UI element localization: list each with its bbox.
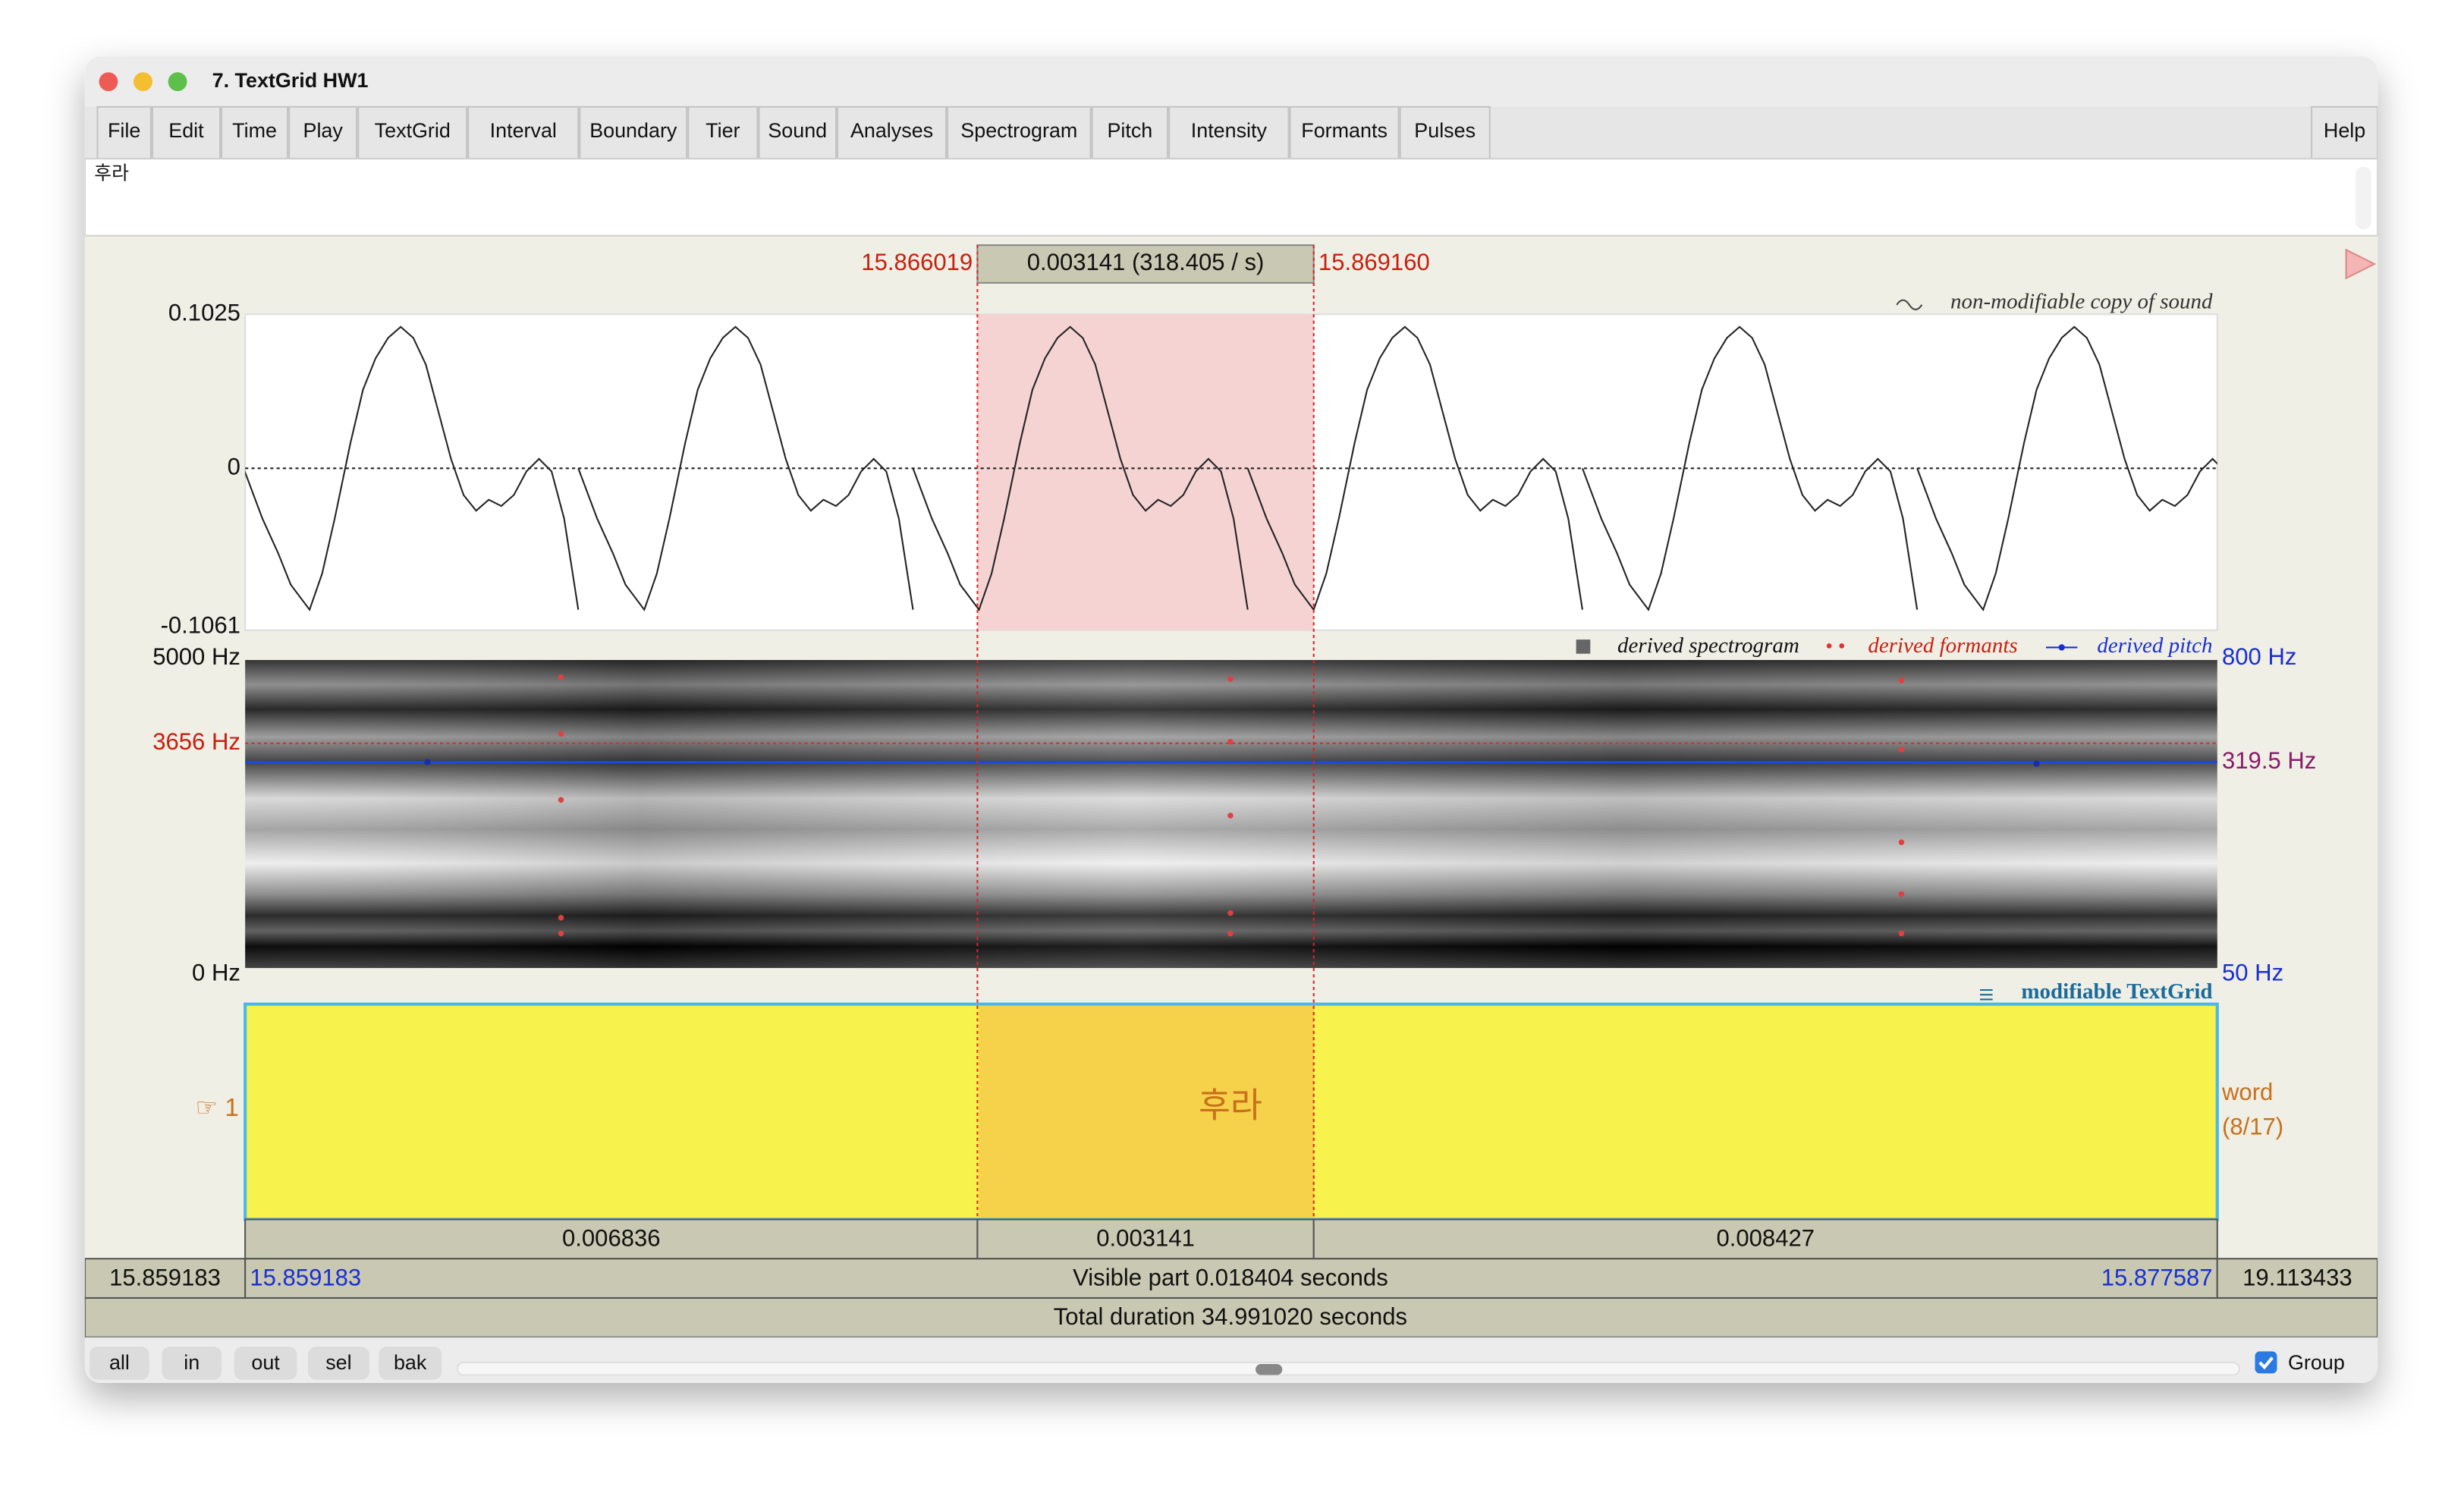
zoom-button[interactable]: [379, 1347, 442, 1380]
legend-spectrogram-icon: [1576, 640, 1591, 654]
zoom-button[interactable]: [168, 72, 187, 92]
pitch-point: [424, 759, 431, 765]
zoom-button[interactable]: [308, 1347, 369, 1380]
zoom-button-label[interactable]: sel: [325, 1351, 351, 1374]
scrollbar-thumb[interactable]: [1256, 1364, 1283, 1375]
menu-item[interactable]: [96, 105, 152, 160]
menu-item[interactable]: [837, 105, 948, 160]
menu-label[interactable]: Help: [2324, 119, 2365, 142]
tier-number[interactable]: ☞ 1: [196, 1094, 239, 1122]
window-title: 7. TextGrid HW1: [212, 69, 369, 92]
checkmark: [2258, 1356, 2274, 1370]
selection-end: 15.869160: [1318, 249, 1430, 275]
menu-label[interactable]: Sound: [768, 119, 827, 142]
zoom-button[interactable]: [234, 1347, 297, 1380]
total-duration[interactable]: Total duration 34.991020 seconds: [1054, 1303, 1407, 1330]
sound-ymax: 0.1025: [168, 299, 240, 325]
interval-text: 후라: [1199, 1086, 1262, 1124]
interval-duration: 0.006836: [562, 1225, 661, 1252]
interval-duration: 0.008427: [1716, 1225, 1815, 1252]
close-button[interactable]: [99, 72, 118, 92]
group-checkbox[interactable]: [2255, 1351, 2277, 1374]
text-field-content[interactable]: 후라: [94, 162, 129, 184]
menu-label[interactable]: File: [108, 119, 140, 142]
text-field[interactable]: [84, 158, 2378, 237]
window-end[interactable]: 19.113433: [2242, 1264, 2352, 1290]
visible-part[interactable]: Visible part 0.018404 seconds: [1073, 1264, 1388, 1290]
menu-item[interactable]: [579, 105, 688, 160]
menu-label[interactable]: Boundary: [589, 119, 677, 142]
menu-label[interactable]: Tier: [706, 119, 740, 142]
legend-pitch-icon: [2058, 644, 2065, 651]
menu-item[interactable]: [1091, 105, 1169, 160]
sound-icon: [1896, 299, 1923, 311]
selection-duration: 0.003141 (318.405 / s): [1027, 249, 1265, 275]
menu-label[interactable]: Play: [303, 119, 344, 142]
menu-item[interactable]: [1289, 105, 1400, 160]
play-triangle[interactable]: [2345, 248, 2377, 280]
legend-spectrogram: derived spectrogram: [1617, 633, 1799, 658]
pitch-max: 800 Hz: [2222, 643, 2296, 670]
menu-help[interactable]: [2311, 105, 2378, 160]
legend-pitch: derived pitch: [2097, 633, 2212, 658]
zoom-button-label[interactable]: all: [109, 1351, 130, 1374]
selected-interval[interactable]: [979, 1005, 1314, 1218]
sound-ymin: -0.1061: [161, 612, 240, 639]
zoom-button-label[interactable]: out: [251, 1351, 280, 1374]
menu-label[interactable]: Time: [232, 119, 277, 142]
window-start[interactable]: 15.859183: [109, 1264, 221, 1290]
group-label[interactable]: Group: [2288, 1351, 2345, 1374]
textgrid-icon: [1980, 988, 1993, 1001]
formant-dots: [558, 674, 1905, 937]
menu-label[interactable]: Intensity: [1191, 119, 1268, 142]
menu-item[interactable]: [1168, 105, 1290, 160]
interval-duration: 0.003141: [1096, 1225, 1195, 1252]
menu-label[interactable]: Edit: [168, 119, 204, 142]
zoom-button[interactable]: [162, 1347, 222, 1380]
sound-caption: non-modifiable copy of sound: [1950, 289, 2213, 313]
selection-highlight: [977, 314, 1314, 630]
menu-label[interactable]: Pulses: [1414, 119, 1476, 142]
legend-formants: derived formants: [1868, 633, 2017, 658]
visible-end: 15.877587: [2101, 1264, 2213, 1290]
visible-start: 15.859183: [250, 1264, 361, 1290]
zoom-button-label[interactable]: bak: [394, 1351, 427, 1374]
zoom-button-label[interactable]: in: [184, 1351, 200, 1374]
tier-count: (8/17): [2222, 1113, 2283, 1139]
menu-label[interactable]: Formants: [1301, 119, 1388, 142]
pitch-cursor: 319.5 Hz: [2222, 747, 2316, 774]
pitch-min: 50 Hz: [2222, 959, 2283, 985]
menu-label[interactable]: TextGrid: [375, 119, 451, 142]
legend-formant-icon: [1839, 643, 1845, 649]
menu-label[interactable]: Spectrogram: [960, 119, 1077, 142]
minimize-button[interactable]: [134, 72, 152, 92]
interval-duration-box[interactable]: [976, 1218, 1315, 1260]
selection-start: 15.866019: [861, 249, 973, 275]
zoom-button[interactable]: [90, 1347, 149, 1380]
menu-item[interactable]: [687, 105, 759, 160]
menu-item[interactable]: [758, 105, 838, 160]
menu-label[interactable]: Interval: [490, 119, 557, 142]
time-bar: [84, 1258, 2378, 1338]
title-bar: [84, 56, 2378, 107]
freq-cursor: 3656 Hz: [152, 728, 240, 755]
textgrid-caption: modifiable TextGrid: [2021, 979, 2212, 1004]
pitch-point: [2033, 760, 2040, 767]
scrollbar[interactable]: [456, 1361, 2240, 1376]
freq-max: 5000 Hz: [152, 643, 240, 670]
tier-name: word: [2221, 1079, 2273, 1105]
menu-item[interactable]: [151, 105, 222, 160]
menu-label[interactable]: Analyses: [850, 119, 933, 142]
interval-duration-box[interactable]: [1312, 1218, 2218, 1260]
sound-zero: 0: [228, 453, 240, 479]
menu-item[interactable]: [1399, 105, 1491, 160]
text-scrollbar[interactable]: [2356, 166, 2371, 230]
legend-formant-icon: [1826, 643, 1832, 649]
menu-label[interactable]: Pitch: [1107, 119, 1152, 142]
freq-min: 0 Hz: [192, 959, 240, 985]
